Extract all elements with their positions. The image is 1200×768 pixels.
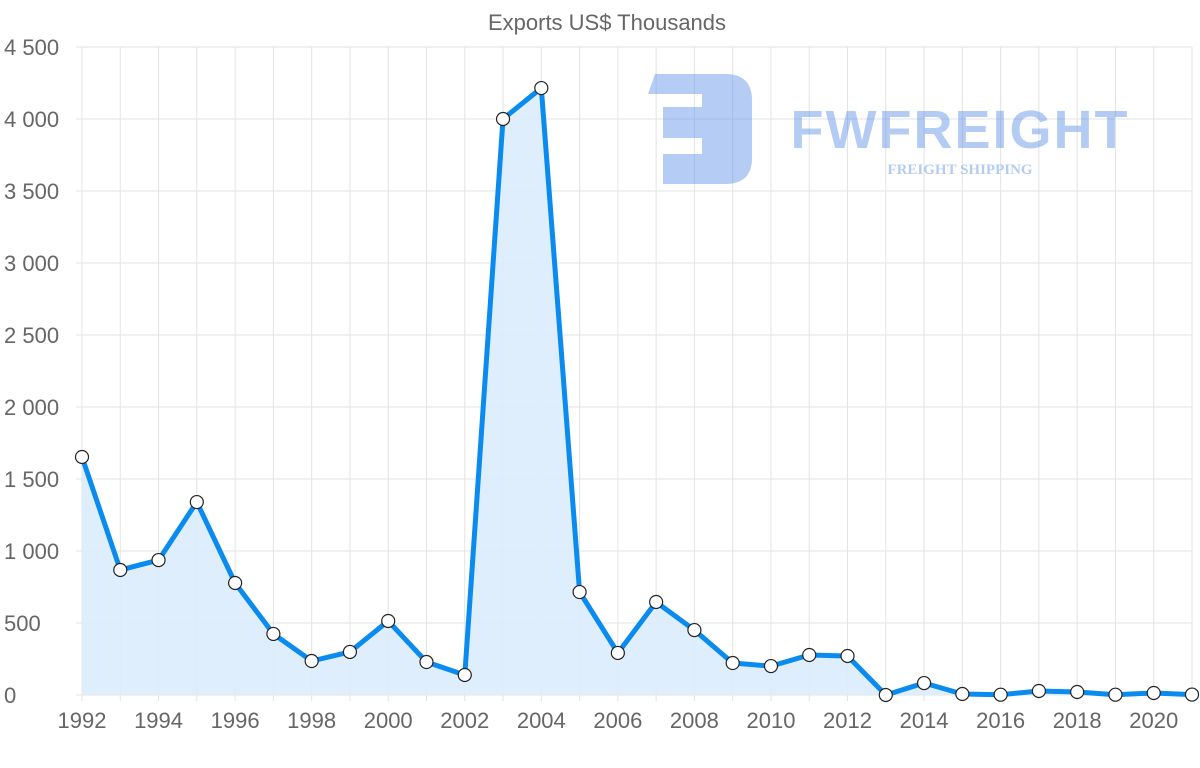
data-point[interactable]: [113, 562, 128, 578]
x-tick-label: 2008: [670, 708, 719, 733]
data-point[interactable]: [1031, 683, 1046, 699]
data-point[interactable]: [304, 653, 319, 669]
x-tick-label: 2016: [976, 708, 1025, 733]
data-point[interactable]: [457, 667, 472, 683]
x-tick-label: 2004: [517, 708, 566, 733]
data-point[interactable]: [228, 575, 243, 591]
x-tick-label: 1998: [287, 708, 336, 733]
area-fill: [82, 88, 1192, 695]
svg-text:FWFREIGHT: FWFREIGHT: [791, 100, 1130, 160]
y-tick-label: 4 000: [4, 107, 59, 132]
watermark-logo: FWFREIGHT FREIGHT SHIPPING: [648, 74, 1130, 184]
y-tick-label: 3 500: [4, 179, 59, 204]
y-tick-label: 1 500: [4, 467, 59, 492]
x-tick-label: 2012: [823, 708, 872, 733]
y-tick-label: 500: [4, 611, 41, 636]
x-tick-label: 2006: [593, 708, 642, 733]
x-tick-label: 1996: [211, 708, 260, 733]
x-tick-label: 2000: [364, 708, 413, 733]
data-point[interactable]: [1108, 687, 1123, 702]
x-tick-label: 2014: [900, 708, 949, 733]
data-point[interactable]: [419, 654, 434, 670]
y-tick-label: 0: [4, 683, 16, 708]
data-point[interactable]: [649, 594, 664, 610]
data-point[interactable]: [610, 645, 625, 661]
data-point[interactable]: [802, 647, 817, 663]
data-point[interactable]: [840, 648, 855, 664]
data-point[interactable]: [266, 626, 281, 642]
chart-title: Exports US$ Thousands: [488, 10, 726, 35]
data-point[interactable]: [993, 687, 1008, 702]
x-tick-label: 2020: [1129, 708, 1178, 733]
data-point[interactable]: [1184, 687, 1200, 702]
y-tick-label: 1 000: [4, 539, 59, 564]
data-point[interactable]: [572, 584, 587, 600]
data-point[interactable]: [878, 687, 893, 703]
data-point[interactable]: [687, 622, 702, 638]
data-point[interactable]: [534, 80, 549, 96]
data-point[interactable]: [1146, 685, 1161, 701]
data-point[interactable]: [342, 644, 358, 660]
y-tick-label: 3 000: [4, 251, 59, 276]
data-point[interactable]: [763, 658, 779, 674]
data-point[interactable]: [151, 552, 166, 568]
y-tick-label: 2 000: [4, 395, 59, 420]
data-point[interactable]: [189, 494, 204, 510]
x-tick-label: 1992: [58, 708, 107, 733]
x-tick-label: 2010: [746, 708, 795, 733]
x-axis-ticks: 1992 1994 1996 1998 2000 2002 2004 2006 2008 2010…: [58, 708, 1179, 733]
data-point[interactable]: [916, 675, 932, 691]
data-point[interactable]: [495, 111, 511, 127]
data-point[interactable]: [1070, 684, 1085, 700]
x-tick-label: 1994: [134, 708, 183, 733]
data-point[interactable]: [74, 449, 90, 465]
series-line: [79, 85, 1193, 698]
y-tick-label: 4 500: [4, 35, 59, 60]
y-tick-label: 2 500: [4, 323, 59, 348]
data-point[interactable]: [381, 613, 396, 629]
svg-text:FREIGHT SHIPPING: FREIGHT SHIPPING: [887, 162, 1032, 178]
data-point[interactable]: [725, 655, 740, 671]
x-tick-label: 2018: [1053, 708, 1102, 733]
data-point[interactable]: [955, 686, 970, 702]
data-points: [74, 80, 1200, 703]
x-tick-label: 2002: [440, 708, 489, 733]
y-axis-ticks: 0 500 1 000 1 500 2 000 2 500 3 000 3 500 4 000 4…: [4, 35, 59, 708]
